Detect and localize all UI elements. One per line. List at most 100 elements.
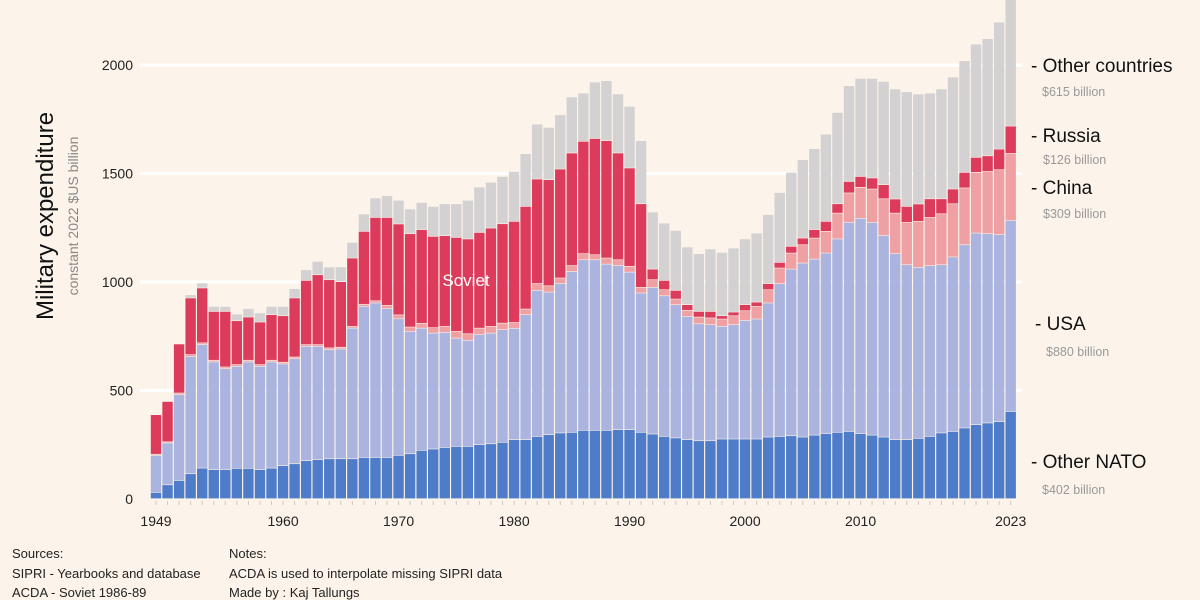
bar-other-nato-1967 [358, 457, 370, 499]
bar-china-1955 [220, 367, 231, 369]
bar-other-countries-1952 [185, 295, 196, 298]
bar-soviet-russia-1962 [300, 280, 312, 345]
bar-other-nato-1966 [347, 459, 358, 499]
bar-other-nato-2001 [751, 439, 762, 499]
bar-china-1974 [439, 326, 450, 333]
bar-china-1995 [682, 310, 693, 317]
bar-soviet-russia-1953 [197, 288, 208, 343]
bar-china-1985 [566, 265, 577, 272]
bar-other-nato-1952 [185, 474, 196, 499]
bar-china-2009 [843, 193, 855, 223]
bar-soviet-russia-1973 [428, 236, 439, 328]
bar-soviet-russia-1983 [543, 180, 554, 286]
bar-other-nato-1989 [612, 429, 624, 499]
bar-other-nato-2003 [774, 436, 785, 499]
bar-china-1961 [289, 357, 300, 359]
bar-soviet-russia-1970 [393, 224, 404, 315]
bar-soviet-russia-2013 [890, 199, 901, 213]
bar-usa-1959 [266, 362, 277, 468]
bar-other-nato-1998 [716, 439, 728, 499]
bar-soviet-russia-2005 [797, 238, 808, 245]
bar-other-countries-1986 [578, 93, 589, 141]
bar-china-1971 [404, 327, 416, 332]
y-axis-subtitle: constant 2022 $US billion [65, 137, 81, 296]
bar-other-nato-1958 [254, 469, 266, 499]
bar-usa-2007 [820, 253, 832, 434]
bar-other-nato-2020 [970, 425, 982, 499]
bar-china-1977 [474, 328, 485, 335]
bar-other-countries-1991 [635, 140, 647, 204]
bar-usa-1991 [635, 293, 647, 432]
bar-soviet-russia-1971 [404, 234, 416, 327]
bar-soviet-russia-2015 [913, 204, 924, 222]
bar-china-1998 [716, 319, 728, 327]
bar-other-countries-1961 [289, 288, 300, 298]
bar-other-countries-2017 [936, 89, 947, 199]
bar-soviet-russia-2018 [947, 189, 959, 204]
bar-other-nato-2009 [843, 431, 855, 499]
bar-usa-1977 [474, 334, 485, 445]
bar-other-nato-1977 [474, 444, 485, 499]
bar-china-1969 [381, 305, 393, 309]
bar-other-countries-1983 [543, 127, 554, 180]
bar-soviet-russia-2009 [843, 181, 855, 193]
bar-other-countries-1959 [266, 306, 277, 315]
bar-china-1988 [601, 258, 612, 264]
bar-other-countries-2002 [762, 214, 774, 284]
bar-soviet-russia-1995 [682, 305, 693, 311]
bar-other-nato-2013 [890, 439, 901, 499]
bar-soviet-russia-1972 [416, 229, 427, 324]
x-tick-label: 2023 [995, 513, 1026, 529]
bar-other-nato-1997 [705, 441, 716, 499]
bar-other-countries-2016 [924, 93, 936, 199]
bar-usa-1960 [277, 364, 289, 466]
bar-other-nato-1999 [728, 439, 739, 499]
x-tick-label: 1990 [614, 513, 645, 529]
bar-usa-1972 [416, 328, 427, 451]
bar-china-1978 [485, 326, 497, 333]
bar-china-2008 [832, 213, 843, 239]
bar-soviet-russia-1957 [243, 317, 254, 360]
bar-soviet-russia-1966 [347, 258, 358, 327]
bar-other-countries-2009 [843, 86, 855, 182]
bar-china-1970 [393, 315, 404, 319]
bar-usa-1971 [404, 331, 416, 454]
bar-other-nato-2010 [855, 433, 866, 499]
bar-usa-2011 [866, 222, 878, 435]
x-tick-label: 1949 [140, 513, 171, 529]
bar-china-2006 [809, 238, 820, 259]
bar-other-nato-1993 [659, 436, 670, 499]
bar-china-1973 [428, 328, 439, 333]
bar-other-nato-1962 [300, 461, 312, 499]
bar-usa-1958 [254, 366, 266, 470]
bar-china-1958 [254, 364, 266, 367]
bar-usa-1956 [231, 366, 243, 469]
bar-usa-1987 [589, 260, 601, 431]
bar-other-nato-1996 [693, 441, 705, 499]
bar-other-nato-2023 [1005, 411, 1016, 499]
bar-other-nato-2000 [739, 439, 751, 499]
bar-other-countries-1977 [474, 187, 485, 233]
bar-other-countries-1966 [347, 242, 358, 258]
bar-other-nato-1983 [543, 434, 554, 499]
bar-other-countries-2021 [982, 38, 993, 156]
bar-other-nato-1984 [555, 433, 566, 499]
x-tick-label: 1960 [267, 513, 298, 529]
bar-soviet-russia-1963 [312, 275, 323, 345]
bar-usa-1997 [705, 324, 716, 441]
bar-usa-1995 [682, 316, 693, 440]
bar-china-1984 [555, 278, 566, 284]
bar-other-countries-1996 [693, 254, 705, 312]
bar-soviet-russia-2023 [1005, 126, 1016, 154]
bar-china-1996 [693, 317, 705, 324]
bar-usa-2000 [739, 320, 751, 439]
legend-label-other-nato: - Other NATO [1031, 452, 1146, 473]
legend-value-china: $309 billion [1043, 207, 1106, 221]
legend-value-other-nato: $402 billion [1042, 483, 1105, 497]
bar-soviet-russia-1985 [566, 153, 577, 266]
bar-other-countries-1997 [705, 249, 716, 312]
bar-usa-2022 [993, 234, 1005, 422]
bar-soviet-russia-1958 [254, 322, 266, 365]
bar-other-countries-1994 [670, 230, 681, 291]
